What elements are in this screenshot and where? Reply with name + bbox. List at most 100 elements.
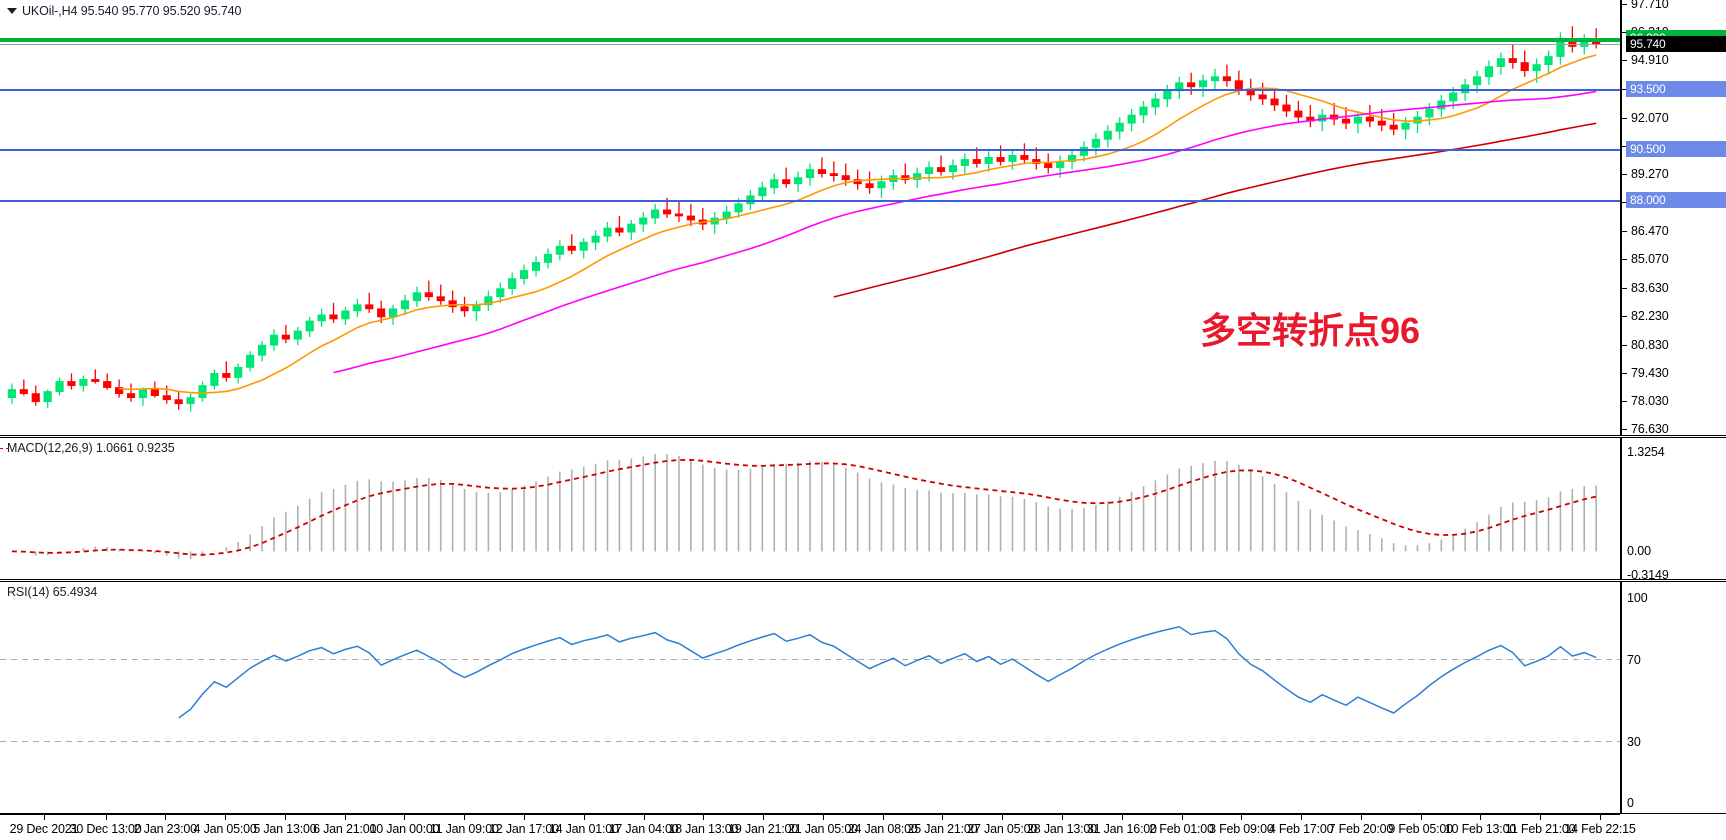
- rsi-axis-label: 100: [1627, 590, 1648, 605]
- price-level-badge-93.500[interactable]: 93.500: [1626, 80, 1726, 97]
- price-axis-tick: [1622, 88, 1627, 90]
- price-axis-tick: [1622, 258, 1627, 260]
- time-axis-tick: [105, 814, 107, 820]
- time-axis-label: 25 Jan 21:00: [907, 822, 978, 836]
- price-axis-tick: [1622, 3, 1627, 5]
- time-axis-label: 29 Dec 2021: [9, 822, 79, 836]
- price-axis-label: 86.470: [1631, 223, 1669, 238]
- time-axis-tick: [464, 814, 466, 820]
- price-axis-label: 89.270: [1631, 166, 1669, 181]
- time-axis-tick: [1480, 814, 1482, 820]
- time-axis-label: 4 Feb 17:00: [1268, 822, 1334, 836]
- time-axis-label: 21 Jan 05:00: [787, 822, 858, 836]
- time-axis-tick: [1241, 814, 1243, 820]
- time-axis-label: 2 Jan 23:00: [133, 822, 197, 836]
- time-axis-tick: [404, 814, 406, 820]
- price-level-line-95.740[interactable]: [0, 43, 1620, 45]
- time-axis-label: 14 Feb 22:15: [1564, 822, 1636, 836]
- time-axis-label: 24 Jan 08:00: [847, 822, 918, 836]
- price-level-line-96.000[interactable]: [0, 38, 1620, 43]
- chevron-down-icon[interactable]: [7, 8, 17, 14]
- macd-axis-label: -0.3149: [1627, 567, 1669, 580]
- macd-title-label: MACD(12,26,9) 1.0661 0.9235: [7, 441, 175, 455]
- chart-title-ohlc: UKOil-,H4 95.540 95.770 95.520 95.740: [22, 4, 242, 18]
- time-axis-tick: [583, 814, 585, 820]
- price-axis-tick: [1622, 230, 1627, 232]
- time-axis[interactable]: 29 Dec 2021 30 Dec 13:00 2 Jan 23:00 4 Jan …: [0, 814, 1726, 840]
- time-axis-tick: [763, 814, 765, 820]
- price-axis-scale[interactable]: 97.71096.31094.91093.50092.07090.50089.2…: [1620, 0, 1726, 435]
- time-axis-tick: [1600, 814, 1601, 820]
- price-axis-label: 92.070: [1631, 110, 1669, 125]
- rsi-series-svg: [0, 625, 1620, 742]
- chart-annotation-text: 多空转折点96: [1200, 310, 1421, 351]
- price-axis-tick: [1622, 32, 1627, 34]
- time-axis-label: 31 Jan 16:00: [1086, 822, 1157, 836]
- ma-mid-line: [333, 90, 1597, 374]
- rsi-axis-scale[interactable]: 100 70 30 0: [1620, 582, 1726, 813]
- time-axis-tick: [1540, 814, 1542, 820]
- time-axis-label: 7 Feb 20:00: [1328, 822, 1394, 836]
- time-axis-tick: [43, 814, 45, 820]
- time-axis-label: 10 Jan 00:00: [369, 822, 440, 836]
- price-chart-panel[interactable]: UKOil-,H4 95.540 95.770 95.520 95.740 97…: [0, 0, 1726, 436]
- time-axis-tick: [1121, 814, 1123, 820]
- price-axis-label: 78.030: [1631, 393, 1669, 408]
- time-axis-tick: [1420, 814, 1422, 820]
- price-axis-tick: [1622, 117, 1627, 119]
- price-level-badge-90.500[interactable]: 90.500: [1626, 141, 1726, 158]
- time-axis-label: 4 Jan 05:00: [193, 822, 257, 836]
- price-axis-tick: [1622, 202, 1627, 204]
- price-level-line-88.000[interactable]: [0, 199, 1620, 202]
- price-axis-tick: [1622, 60, 1627, 62]
- rsi-axis-label: 0: [1627, 795, 1634, 810]
- price-axis-tick: [1622, 372, 1627, 374]
- price-axis-tick: [1622, 344, 1627, 346]
- time-axis-tick: [822, 814, 824, 820]
- time-axis-label: 6 Jan 21:00: [313, 822, 377, 836]
- macd-series-svg: [11, 453, 1597, 560]
- time-axis-tick: [703, 814, 705, 820]
- price-level-line-93.500[interactable]: [0, 88, 1620, 91]
- price-series-svg: [7, 26, 1601, 412]
- time-axis-label: 30 Dec 13:00: [69, 822, 142, 836]
- macd-plot-area[interactable]: [0, 438, 1620, 579]
- time-axis-tick: [225, 814, 227, 820]
- time-axis-label: 2 Feb 01:00: [1149, 822, 1214, 836]
- macd-axis-scale[interactable]: 1.3254 0.00 -0.3149: [1620, 438, 1726, 579]
- price-axis-tick: [1622, 401, 1627, 403]
- time-axis-tick: [1181, 814, 1183, 820]
- price-level-badge-88.000[interactable]: 88.000: [1626, 191, 1726, 208]
- time-axis-tick: [524, 814, 525, 820]
- time-axis-label: 28 Jan 13:00: [1027, 822, 1097, 836]
- time-axis-label: 11 Feb 21:00: [1505, 822, 1576, 836]
- time-axis-tick: [284, 814, 286, 820]
- time-axis-tick: [344, 814, 346, 820]
- price-plot-area[interactable]: [0, 0, 1620, 435]
- rsi-axis-label: 30: [1627, 734, 1641, 749]
- price-level-badge-95.740[interactable]: 95.740: [1626, 35, 1726, 52]
- price-axis-label: 80.830: [1631, 337, 1669, 352]
- rsi-plot-area[interactable]: [0, 582, 1620, 813]
- price-axis-label: 85.070: [1631, 251, 1669, 266]
- macd-legend-dash-icon: [0, 448, 9, 449]
- time-axis-label: 17 Jan 04:00: [608, 822, 679, 836]
- time-axis-label: 3 Feb 09:00: [1209, 822, 1274, 836]
- time-axis-label: 27 Jan 05:00: [967, 822, 1038, 836]
- price-level-line-90.500[interactable]: [0, 149, 1620, 152]
- time-axis-tick: [1301, 814, 1303, 820]
- price-axis-tick: [1622, 316, 1627, 318]
- time-axis-label: 11 Jan 09:00: [429, 822, 499, 836]
- rsi-indicator-panel[interactable]: RSI(14) 65.4934 100 70 30 0: [0, 581, 1726, 814]
- price-axis-tick: [1622, 429, 1627, 431]
- time-axis-label: 10 Feb 13:00: [1444, 822, 1517, 836]
- time-axis-label: 18 Jan 13:00: [668, 822, 739, 836]
- time-axis-label: 19 Jan 21:00: [728, 822, 799, 836]
- time-axis-tick: [942, 814, 944, 820]
- price-axis-label: 97.710: [1631, 0, 1669, 11]
- time-axis-label: 9 Feb 05:00: [1388, 822, 1453, 836]
- price-axis-label: 82.230: [1631, 309, 1669, 324]
- price-axis-tick: [1622, 145, 1627, 147]
- time-axis-label: 5 Jan 13:00: [253, 822, 317, 836]
- macd-indicator-panel[interactable]: MACD(12,26,9) 1.0661 0.9235 1.3254 0.00 -0…: [0, 437, 1726, 580]
